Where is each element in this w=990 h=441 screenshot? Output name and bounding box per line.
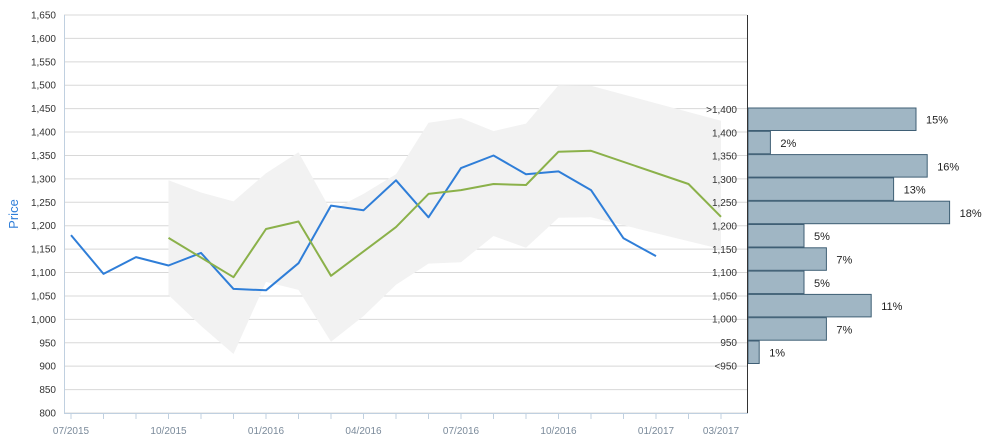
distribution-bar xyxy=(747,270,805,295)
y-tick-label: 1,650 xyxy=(31,11,56,22)
forecast-band xyxy=(168,85,721,354)
distribution-bar xyxy=(747,200,951,225)
distribution-category-label: 1,050 xyxy=(712,291,737,302)
distribution-category-label: 1,100 xyxy=(712,268,737,279)
y-tick-label: 1,550 xyxy=(31,57,56,68)
distribution-bar xyxy=(747,177,895,201)
x-tick-label: 10/2015 xyxy=(150,426,187,437)
distribution-category-label: 1,000 xyxy=(712,315,737,326)
distribution-bar xyxy=(747,224,805,248)
y-tick-label: 800 xyxy=(39,409,56,420)
distribution-bar xyxy=(747,107,917,131)
distribution-category-label: 1,350 xyxy=(712,152,737,163)
y-tick-label: 1,100 xyxy=(31,268,56,279)
y-tick-label: 1,250 xyxy=(31,198,56,209)
y-tick-label: 1,350 xyxy=(31,151,56,162)
distribution-category-label: 950 xyxy=(720,338,737,349)
distribution-bar-label: 5% xyxy=(814,278,830,290)
distribution-axis-labels: >1,400 1,400 1,350 1,300 1,250 1,200 1,150 1,10… xyxy=(706,105,737,372)
x-tick-labels: 07/2015 10/2015 01/2016 04/2016 07/2016 10/20… xyxy=(53,426,740,437)
x-tick-label: 07/2015 xyxy=(53,426,90,437)
distribution-bar-label: 15% xyxy=(926,115,948,127)
distribution-bar xyxy=(747,317,827,341)
x-tick-label: 01/2016 xyxy=(248,426,285,437)
distribution-bar-label: 16% xyxy=(937,161,959,173)
distribution-bar xyxy=(747,247,827,271)
y-tick-label: 1,200 xyxy=(31,221,56,232)
y-tick-label: 850 xyxy=(39,385,56,396)
distribution-bar-label: 2% xyxy=(780,138,796,150)
distribution-bar xyxy=(747,340,760,364)
distribution-bar-label: 11% xyxy=(881,301,902,313)
y-tick-label: 1,400 xyxy=(31,128,56,139)
x-tick-label: 07/2016 xyxy=(443,426,480,437)
distribution-bar-label: 13% xyxy=(904,185,926,197)
band-area xyxy=(168,85,721,354)
y-tick-label: 1,300 xyxy=(31,174,56,185)
distribution-category-label: >1,400 xyxy=(706,105,737,116)
distribution-bar xyxy=(747,293,872,318)
distribution-bar-label: 5% xyxy=(814,231,830,243)
y-tick-label: 1,000 xyxy=(31,315,56,326)
x-tick-label: 10/2016 xyxy=(540,426,577,437)
y-tick-label: 1,050 xyxy=(31,291,56,302)
x-tick-label: 03/2017 xyxy=(703,426,740,437)
distribution-category-label: <950 xyxy=(714,361,737,372)
x-tick-label: 01/2017 xyxy=(638,426,675,437)
series-line-1 xyxy=(70,154,657,292)
distribution-bars: 15% 2% 16% 13% 18% 5% 7% 5% 11% 7% 1% xyxy=(747,107,982,364)
distribution-category-label: 1,200 xyxy=(712,222,737,233)
series-lines xyxy=(70,149,722,292)
y-tick-labels: 800 850 900 950 1,000 1,050 1,100 1,150 1,200 1,2… xyxy=(31,11,56,420)
distribution-bar xyxy=(747,130,771,155)
distribution-bar-label: 1% xyxy=(769,348,785,360)
distribution-category-label: 1,400 xyxy=(712,128,737,139)
y-axis-title: Price xyxy=(6,199,21,229)
distribution-bar-label: 18% xyxy=(960,208,982,220)
y-tick-label: 950 xyxy=(39,338,56,349)
axes xyxy=(64,15,748,419)
distribution-bar xyxy=(747,154,928,178)
distribution-category-label: 1,300 xyxy=(712,175,737,186)
y-tick-label: 900 xyxy=(39,362,56,373)
distribution-bar-label: 7% xyxy=(836,254,852,266)
y-tick-label: 1,600 xyxy=(31,34,56,45)
distribution-category-label: 1,250 xyxy=(712,198,737,209)
y-tick-label: 1,450 xyxy=(31,104,56,115)
x-tick-label: 04/2016 xyxy=(345,426,382,437)
series-line-2 xyxy=(167,149,722,279)
y-tick-label: 1,150 xyxy=(31,245,56,256)
y-tick-label: 1,500 xyxy=(31,81,56,92)
distribution-bar-label: 7% xyxy=(836,324,852,336)
distribution-category-label: 1,150 xyxy=(712,245,737,256)
